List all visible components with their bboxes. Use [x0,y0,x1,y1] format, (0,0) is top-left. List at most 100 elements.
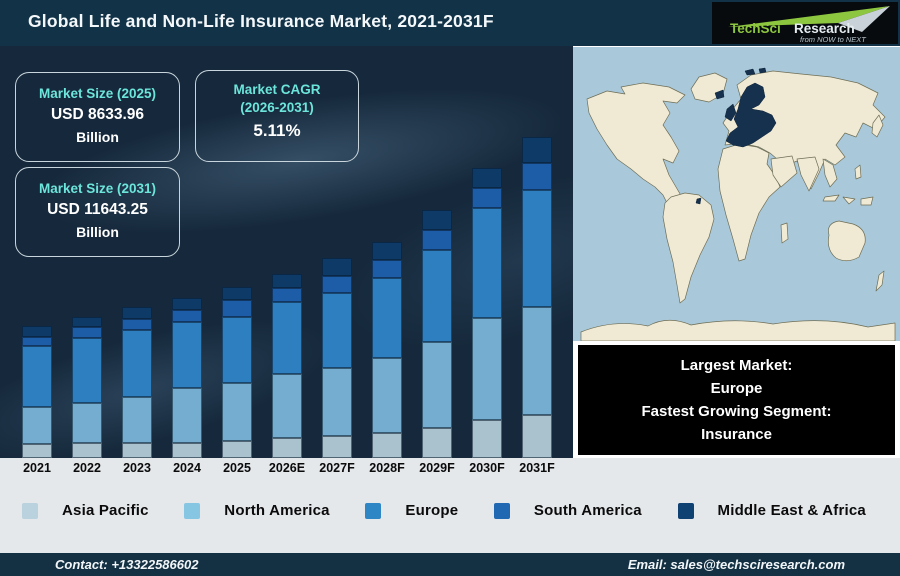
legend-label: Asia Pacific [62,502,149,519]
bar-segment-middle-east-africa [222,287,252,300]
note-line: Insurance [701,426,772,443]
callout-value: USD 8633.96 [50,106,145,123]
bar-segment-north-america [122,397,152,443]
bar-segment-asia-pacific [72,443,102,458]
map-antarctica [580,319,896,342]
map-arabia [770,155,798,188]
legend-label: Europe [405,502,459,519]
map-philippines [854,164,862,180]
callout-value: 5.11% [253,121,301,140]
callout-unit: Billion [76,129,119,145]
footer-email: Email: sales@techsciresearch.com [627,557,845,572]
bar-segment-europe [122,330,152,397]
bar-segment-north-america [422,342,452,428]
bar-2023 [122,307,152,458]
chart-legend: Asia Pacific North America Europe South Ame… [0,502,900,519]
bar-segment-europe [222,317,252,383]
map-svalbard-highlight [744,68,756,76]
market-size-2025-callout: Market Size (2025) USD 8633.96 Billion [15,72,180,162]
map-japan [871,114,884,138]
bar-segment-south-america [322,276,352,293]
bar-segment-asia-pacific [272,438,302,458]
bar-segment-south-america [372,260,402,278]
callout-label: (2026-2031) [240,100,314,115]
callout-label: Market Size (2031) [38,181,157,196]
x-axis-label-2028F: 2028F [369,461,405,475]
bar-segment-middle-east-africa [322,258,352,276]
bar-segment-north-america [22,407,52,444]
map-south-america [662,192,715,304]
bar-segment-asia-pacific [472,420,502,458]
bar-segment-asia-pacific [172,443,202,458]
legend-strip: 2021 2022 2023 2024 2025 2026E 2027F 2028F 2029F… [0,458,900,553]
bar-segment-middle-east-africa [522,137,552,163]
bar-segment-europe [72,338,102,403]
legend-label: North America [224,502,330,519]
bar-segment-europe [372,278,402,358]
bar-2022 [72,317,102,458]
bar-segment-south-america [22,337,52,346]
bar-segment-north-america [72,403,102,443]
bar-2026E [272,274,302,458]
bar-segment-south-america [222,300,252,317]
map-svalbard-highlight [758,67,767,74]
bar-segment-south-america [272,288,302,302]
bar-segment-middle-east-africa [22,326,52,337]
bar-segment-asia-pacific [122,443,152,458]
bar-segment-asia-pacific [22,444,52,458]
x-axis-label-2026E: 2026E [268,461,306,475]
market-size-2031-callout: Market Size (2031) USD 11643.25 Billion [15,167,180,257]
bar-segment-middle-east-africa [372,242,402,260]
bar-segment-europe [22,346,52,407]
bar-segment-europe [322,293,352,368]
logo-brand2-text: Research [794,21,855,36]
legend-item-europe: Europe [365,502,458,519]
logo-arrow-icon [728,6,890,27]
legend-item-north-america: North America [184,502,330,519]
callout-label: Market CAGR [233,82,321,97]
background-wave [0,250,430,458]
x-axis-labels: 2021 2022 2023 2024 2025 2026E 2027F 2028F 2029F… [0,461,573,479]
footer-bar: Contact: +13322586602 Email: sales@techs… [0,553,900,576]
chart-panel: Market Size (2025) USD 8633.96 Billion M… [0,46,573,458]
legend-item-south-america: South America [493,502,642,519]
bar-segment-asia-pacific [522,415,552,458]
bar-segment-south-america [72,327,102,338]
bar-segment-asia-pacific [222,441,252,458]
market-cagr-callout: Market CAGR (2026-2031) 5.11% [195,70,359,162]
legend-label: Middle East & Africa [717,502,866,519]
bar-2025 [222,287,252,458]
footer-contact: Contact: +13322586602 [55,557,199,572]
bar-segment-europe [422,250,452,342]
bar-segment-middle-east-africa [472,168,502,188]
bar-segment-south-america [472,188,502,208]
bar-segment-north-america [522,307,552,415]
bar-segment-middle-east-africa [172,298,202,310]
map-indonesia [822,194,840,202]
legend-swatch-icon [22,502,38,519]
legend-item-middle-east-africa: Middle East & Africa [677,502,866,519]
bar-segment-south-america [422,230,452,250]
x-axis-label-2029F: 2029F [419,461,455,475]
map-madagascar [780,222,789,244]
right-panel: Largest Market: Europe Fastest Growing Seg… [573,46,900,458]
x-axis-label-2027F: 2027F [319,461,355,475]
bar-segment-south-america [122,319,152,330]
page-title: Global Life and Non-Life Insurance Marke… [28,11,494,31]
bar-segment-north-america [222,383,252,441]
x-axis-label-2023: 2023 [123,461,151,475]
map-iceland-highlight [714,89,725,100]
map-new-guinea [860,196,874,206]
map-australia [827,220,866,262]
legend-swatch-icon [493,502,510,519]
world-map [573,47,900,342]
bar-segment-middle-east-africa [422,210,452,230]
bar-segment-north-america [172,388,202,443]
note-line: Largest Market: [680,357,793,374]
bar-segment-south-america [172,310,202,322]
bar-2021 [22,326,52,458]
legend-swatch-icon [365,502,382,519]
logo-arrow-underside-icon [838,6,890,32]
world-map-graphic [573,47,900,342]
bar-2024 [172,298,202,458]
